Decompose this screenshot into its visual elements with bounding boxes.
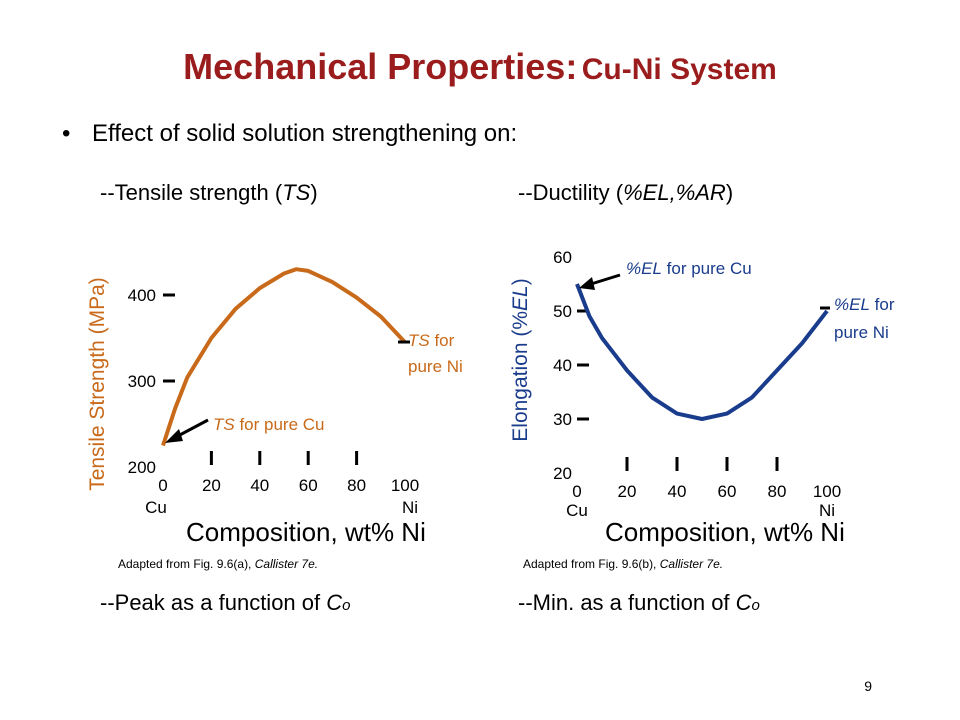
el-x-tick-label: 80 bbox=[768, 482, 787, 501]
ts-x-axis-label: Composition, wt% Ni bbox=[186, 517, 426, 547]
el-cu-label: Cu bbox=[566, 501, 588, 520]
ts-y-ticks: 200 300 400 bbox=[128, 286, 175, 477]
el-x-axis-label: Composition, wt% Ni bbox=[605, 517, 845, 547]
ts-y-tick-label: 400 bbox=[128, 286, 156, 305]
ts-x-tick-label: 0 bbox=[158, 476, 167, 495]
el-cu-annotation: %EL for pure Cu bbox=[626, 259, 752, 278]
ts-ni-annotation: TS for bbox=[408, 331, 455, 350]
page-title: Mechanical Properties: Cu-Ni System bbox=[0, 46, 960, 88]
ts-chart: 200 300 400 0 20 40 60 80 100 Tensile Strength … bbox=[86, 267, 463, 517]
el-ni-annotation-line2: pure Ni bbox=[834, 323, 889, 342]
el-y-tick-label: 60 bbox=[553, 248, 572, 267]
ts-cu-annotation: TS for pure Cu bbox=[213, 415, 325, 434]
el-cu-arrow-head bbox=[579, 277, 595, 290]
el-x-tick-label: 100 bbox=[813, 482, 841, 501]
el-source-note: Adapted from Fig. 9.6(b), Callister 7e. bbox=[523, 557, 724, 571]
title-main: Mechanical Properties: bbox=[183, 46, 578, 87]
el-y-axis-label: Elongation (%EL) bbox=[509, 278, 532, 441]
el-y-tick-label: 20 bbox=[553, 464, 572, 483]
ts-ni-label: Ni bbox=[402, 498, 418, 517]
ts-curve bbox=[161, 267, 407, 447]
bullet-text: Effect of solid solution strengthening o… bbox=[92, 120, 518, 147]
el-y-ticks: 20 30 40 50 60 bbox=[553, 248, 589, 483]
ts-x-tick-label: 60 bbox=[299, 476, 318, 495]
ts-y-axis-label: Tensile Strength (MPa) bbox=[86, 277, 109, 491]
ts-x-tick-label: 40 bbox=[250, 476, 269, 495]
left-heading: --Tensile strength (TS) bbox=[100, 180, 318, 205]
ts-source-note: Adapted from Fig. 9.6(a), Callister 7e. bbox=[118, 557, 319, 571]
ts-ni-annotation-line2: pure Ni bbox=[408, 357, 463, 376]
el-x-tick-label: 40 bbox=[668, 482, 687, 501]
left-footer: --Peak as a function of Co bbox=[100, 590, 351, 615]
el-ni-label: Ni bbox=[819, 501, 835, 520]
el-cu-arrow-line bbox=[590, 273, 621, 286]
ts-x-tick-label: 20 bbox=[202, 476, 221, 495]
el-x-tick-label: 20 bbox=[618, 482, 637, 501]
right-footer: --Min. as a function of Co bbox=[518, 590, 760, 615]
ts-cu-label: Cu bbox=[145, 498, 167, 517]
el-x-tick-label: 60 bbox=[718, 482, 737, 501]
ts-x-tick-label: 100 bbox=[391, 476, 419, 495]
right-heading: --Ductility (%EL,%AR) bbox=[518, 180, 734, 205]
el-y-tick-label: 40 bbox=[553, 356, 572, 375]
el-curve bbox=[575, 283, 829, 421]
ts-y-tick-label: 200 bbox=[128, 458, 156, 477]
ts-x-tick-label: 80 bbox=[347, 476, 366, 495]
ts-cu-arrow-head bbox=[165, 429, 183, 443]
el-y-tick-label: 50 bbox=[553, 302, 572, 321]
ts-cu-arrow-line bbox=[175, 418, 209, 439]
page-number: 9 bbox=[864, 678, 872, 694]
bullet-dot: • bbox=[62, 120, 71, 147]
ts-y-tick-label: 300 bbox=[128, 372, 156, 391]
el-x-ticks: 0 20 40 60 80 100 bbox=[572, 457, 841, 501]
ts-x-ticks: 0 20 40 60 80 100 bbox=[158, 451, 419, 495]
title-sub: Cu-Ni System bbox=[581, 53, 777, 86]
el-y-tick-label: 30 bbox=[553, 410, 572, 429]
el-x-tick-label: 0 bbox=[572, 482, 581, 501]
el-ni-annotation: %EL for bbox=[834, 295, 895, 314]
bullet-item: • Effect of solid solution strengthening … bbox=[62, 120, 517, 148]
